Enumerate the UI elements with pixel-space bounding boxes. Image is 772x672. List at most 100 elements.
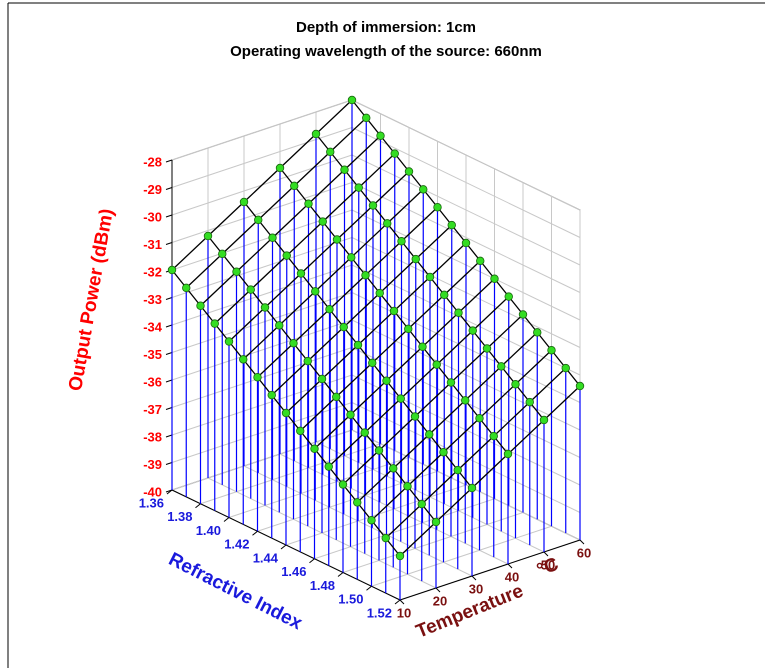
grid-line: [171, 402, 353, 463]
z-tick-label: -34: [143, 319, 163, 334]
marker: [267, 390, 276, 400]
marker: [332, 235, 342, 244]
marker: [503, 449, 513, 459]
grid-line: [171, 292, 353, 353]
marker: [353, 498, 362, 507]
marker: [439, 448, 448, 457]
marker: [203, 231, 213, 241]
tick-mark: [399, 599, 405, 605]
tick-mark: [280, 544, 287, 550]
tick-mark: [165, 242, 173, 245]
marker: [383, 219, 392, 228]
z-tick-label: -29: [143, 182, 162, 197]
marker: [403, 482, 412, 491]
z-tick-label: -36: [143, 374, 162, 389]
surface-line: [200, 135, 381, 307]
marker: [425, 272, 435, 282]
x-tick-label: 1.42: [224, 537, 249, 552]
marker: [282, 251, 291, 260]
marker: [253, 373, 262, 382]
marker: [338, 480, 348, 489]
marker: [354, 183, 363, 192]
marker: [310, 444, 319, 453]
marker: [418, 342, 427, 351]
marker: [461, 396, 470, 405]
marker: [353, 340, 363, 350]
marker: [411, 254, 420, 264]
marker: [318, 217, 327, 226]
marker: [395, 551, 405, 561]
marker: [575, 381, 585, 391]
marker: [289, 339, 298, 348]
marker: [346, 410, 355, 419]
surface-line: [356, 331, 538, 503]
y-tick-label: 10: [397, 605, 411, 620]
tick-mark: [223, 517, 230, 522]
tick-mark: [471, 575, 477, 581]
marker: [232, 267, 241, 276]
marker: [311, 287, 320, 296]
marker: [390, 149, 399, 158]
marker: [381, 533, 390, 543]
grid-line: [371, 525, 552, 587]
marker: [453, 465, 462, 475]
surface-line: [271, 224, 453, 396]
surface-line: [214, 153, 396, 325]
marker: [490, 274, 499, 283]
marker: [476, 256, 485, 266]
marker: [167, 265, 177, 275]
grid-line: [351, 99, 581, 211]
z-axis-title: Output Power (dBm): [65, 207, 118, 393]
x-tick-label: 1.48: [310, 578, 335, 593]
marker: [290, 181, 299, 191]
grid-line: [285, 484, 467, 546]
tick-mark: [394, 599, 401, 605]
x-tick-label: 1.38: [167, 509, 192, 524]
marker: [374, 446, 384, 455]
y-tick-label: 20: [433, 593, 447, 608]
marker: [467, 483, 477, 493]
y-axis: [399, 539, 581, 601]
marker: [432, 360, 441, 369]
marker: [417, 499, 426, 509]
marker: [281, 408, 291, 418]
tick-mark: [165, 297, 173, 300]
surface-line: [371, 349, 552, 521]
grid-line: [171, 347, 353, 408]
marker: [518, 310, 528, 319]
marker: [433, 203, 442, 212]
tick-mark: [165, 434, 173, 438]
grid-line: [171, 237, 353, 298]
z-tick-label: -33: [143, 292, 162, 307]
surface-line: [185, 117, 367, 289]
surface-line: [285, 242, 467, 414]
marker: [224, 337, 234, 346]
marker: [376, 131, 385, 140]
surface-line: [399, 385, 581, 557]
marker: [362, 113, 371, 123]
marker: [419, 185, 428, 194]
marker: [375, 288, 384, 298]
surface-line: [328, 296, 510, 468]
chart-subtitle: Operating wavelength of the source: 660n…: [230, 43, 542, 60]
marker: [404, 167, 414, 176]
marker: [340, 165, 349, 174]
marker: [431, 517, 441, 527]
grid-line: [314, 498, 495, 560]
grid-line: [257, 470, 438, 532]
marker: [324, 462, 333, 471]
tick-mark: [543, 551, 549, 557]
marker: [317, 374, 327, 384]
tick-mark: [165, 352, 173, 355]
z-tick-label: -39: [143, 457, 162, 472]
chart-title: Depth of immersion: 1cm: [296, 19, 476, 36]
marker: [339, 322, 348, 332]
grid-line: [351, 154, 581, 266]
marker: [246, 285, 255, 294]
z-tick-label: -30: [143, 209, 162, 224]
y-axis-unit: °C: [534, 554, 562, 582]
marker: [347, 253, 356, 262]
marker: [547, 346, 556, 355]
y-tick-label: 30: [469, 581, 483, 596]
tick-mark: [165, 407, 173, 410]
